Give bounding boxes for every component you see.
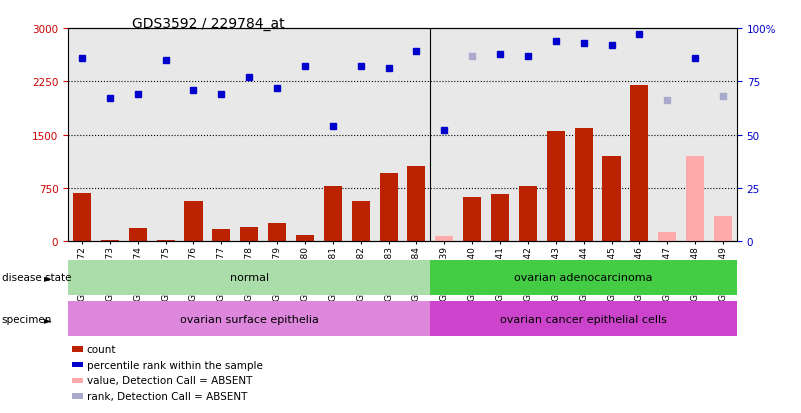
Text: disease state: disease state bbox=[2, 273, 71, 283]
Bar bbox=[73, 193, 91, 242]
Text: ovarian surface epithelia: ovarian surface epithelia bbox=[179, 314, 319, 324]
Bar bbox=[184, 202, 203, 242]
Bar bbox=[68, 301, 430, 337]
Text: ovarian adenocarcinoma: ovarian adenocarcinoma bbox=[514, 273, 653, 283]
Bar bbox=[408, 166, 425, 242]
Bar bbox=[686, 157, 704, 242]
Text: rank, Detection Call = ABSENT: rank, Detection Call = ABSENT bbox=[87, 391, 247, 401]
Bar bbox=[212, 230, 231, 242]
Bar bbox=[68, 260, 430, 295]
Bar bbox=[435, 236, 453, 242]
Bar bbox=[491, 194, 509, 242]
Bar bbox=[430, 301, 737, 337]
Bar bbox=[380, 173, 397, 242]
Text: count: count bbox=[87, 344, 116, 354]
Bar bbox=[574, 129, 593, 242]
Bar bbox=[714, 217, 732, 242]
Bar bbox=[430, 260, 737, 295]
Text: ovarian cancer epithelial cells: ovarian cancer epithelial cells bbox=[500, 314, 667, 324]
Text: percentile rank within the sample: percentile rank within the sample bbox=[87, 360, 263, 370]
Bar bbox=[101, 240, 119, 242]
Bar bbox=[463, 198, 481, 242]
Bar bbox=[658, 233, 676, 242]
Bar bbox=[352, 201, 370, 242]
Bar bbox=[296, 235, 314, 242]
Text: ►: ► bbox=[44, 273, 52, 283]
Text: specimen: specimen bbox=[2, 314, 52, 324]
Text: value, Detection Call = ABSENT: value, Detection Call = ABSENT bbox=[87, 375, 252, 385]
Bar bbox=[156, 240, 175, 242]
Bar bbox=[268, 224, 286, 242]
Bar bbox=[129, 229, 147, 242]
Bar bbox=[519, 186, 537, 242]
Bar bbox=[324, 186, 342, 242]
Text: ►: ► bbox=[44, 314, 52, 324]
Bar bbox=[547, 132, 565, 242]
Text: GDS3592 / 229784_at: GDS3592 / 229784_at bbox=[132, 17, 285, 31]
Text: normal: normal bbox=[230, 273, 269, 283]
Bar bbox=[630, 85, 649, 242]
Bar bbox=[602, 157, 621, 242]
Bar bbox=[240, 228, 258, 242]
